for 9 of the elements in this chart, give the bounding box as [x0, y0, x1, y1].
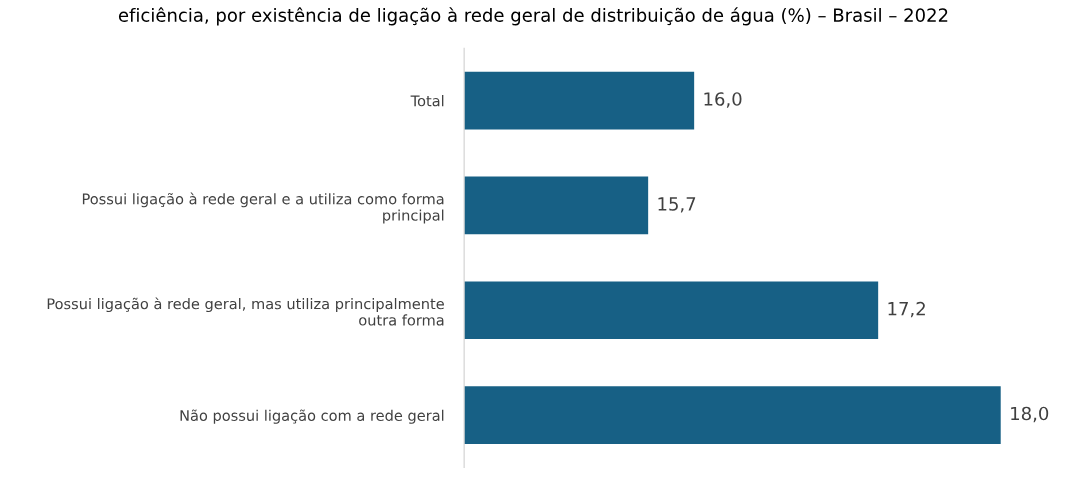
y-tick-label: Não possui ligação com a rede geral — [180, 409, 444, 424]
y-tick-label: Possui ligação à rede geral, mas utiliza principalmente outra forma — [47, 297, 444, 326]
y-tick-label: Total — [410, 95, 444, 107]
y-tick-label: Possui ligação à rede geral e a utiliza como forma principal — [82, 192, 444, 224]
data-label: 16,0 — [704, 92, 742, 108]
data-label: 17,2 — [888, 301, 925, 318]
chart-title: eficiência, por existência de ligação à rede geral de distribuição de água (%) – Brasil – 2022 — [118, 7, 948, 26]
data-label: 18,0 — [1011, 406, 1049, 423]
data-label: 15,7 — [658, 197, 696, 213]
